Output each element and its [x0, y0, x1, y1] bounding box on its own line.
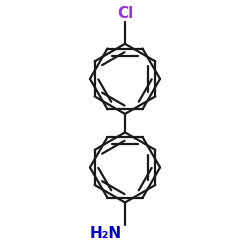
Text: H₂N: H₂N	[89, 226, 121, 242]
Text: Cl: Cl	[117, 6, 133, 21]
